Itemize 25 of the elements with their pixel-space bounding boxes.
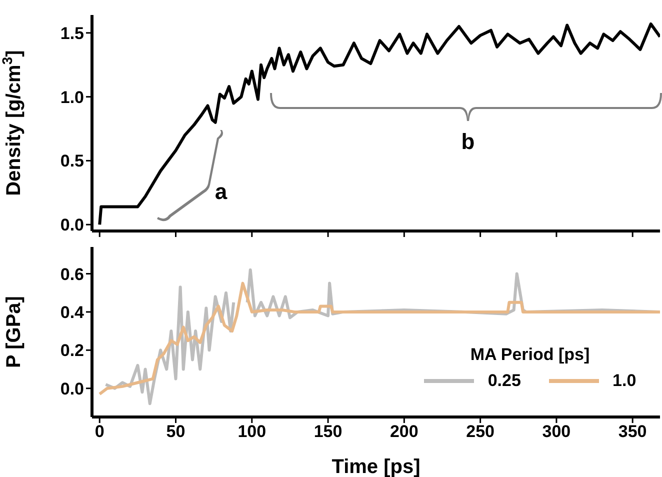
legend-label: 1.0 [612,371,636,391]
x-tick-label: 350 [618,422,647,442]
y-tick-label: 0.0 [60,216,84,235]
annotation: a [214,178,228,204]
y-tick-label: 1.0 [60,88,84,107]
legend-label: 0.25 [488,371,521,391]
x-tick-label: 50 [166,422,186,442]
annotation: b [461,128,475,154]
y-tick-label: 0.5 [60,152,84,171]
y-tick-label: 0.0 [60,379,84,398]
line-series [98,282,660,396]
x-tick-label: 300 [542,422,571,442]
x-tick-label: 0 [94,422,104,442]
line-series [98,22,660,226]
x-tick-label: 250 [466,422,494,442]
legend-title: MA Period [ps] [469,345,591,365]
x-tick-label: 150 [314,422,342,442]
y-tick-label: 0.2 [60,341,84,360]
y-axis-title: P [GPa] [3,296,25,368]
x-tick-label: 100 [238,422,266,442]
x-axis-title: Time [ps] [332,456,420,477]
y-tick-label: 0.6 [60,264,84,284]
y-tick-label: 0.4 [60,302,85,322]
x-tick-label: 200 [390,422,418,442]
y-tick-label: 1.5 [60,24,84,43]
